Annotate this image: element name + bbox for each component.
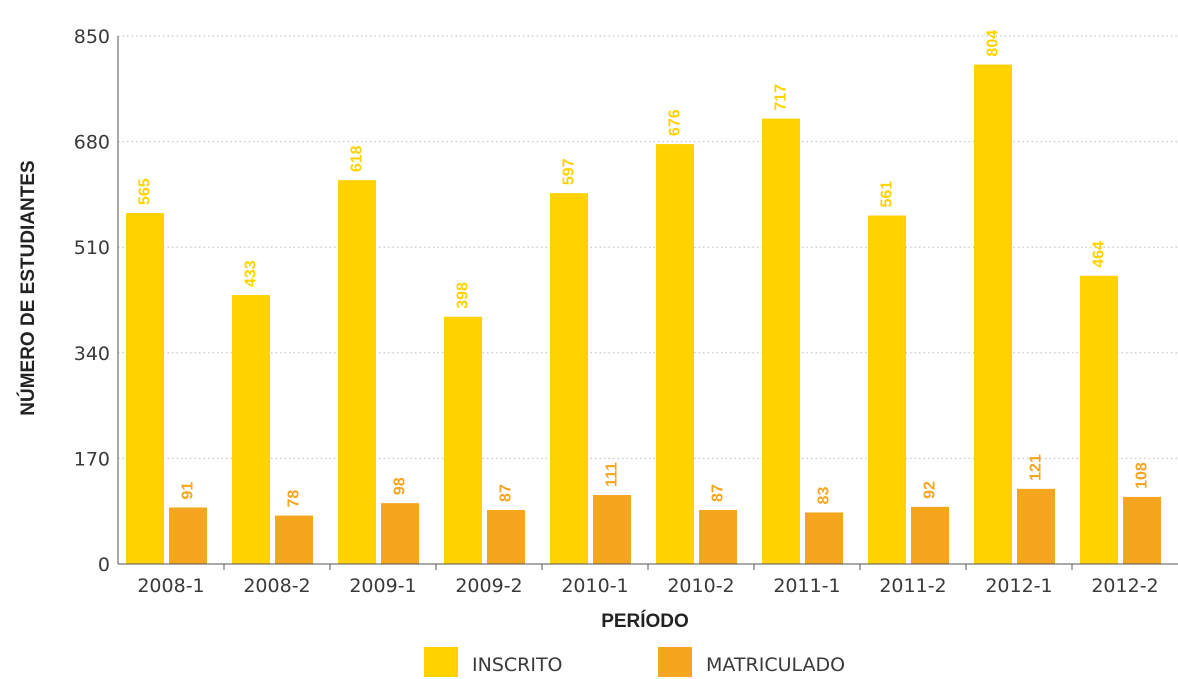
bar-matriculado-2010-2 [699, 509, 737, 564]
bar-inscrito-2012-2 [1080, 275, 1118, 564]
y-tick-label: 170 [74, 448, 110, 470]
bar-inscrito-2012-1 [974, 64, 1012, 564]
x-tick-label: 2010-1 [561, 575, 628, 597]
x-tick-label: 2009-2 [455, 575, 522, 597]
data-label: 464 [1091, 241, 1108, 268]
x-tick-label: 2012-1 [985, 575, 1052, 597]
bar-inscrito-2010-2 [656, 144, 694, 564]
bar-matriculado-2012-2 [1123, 496, 1161, 564]
bar-inscrito-2008-1 [126, 213, 164, 565]
x-tick-label: 2008-2 [243, 575, 310, 597]
data-label: 92 [922, 481, 939, 499]
data-label: 561 [879, 181, 896, 208]
data-label: 597 [561, 158, 578, 185]
bars [126, 64, 1161, 565]
legend-label-matriculado: MATRICULADO [706, 654, 845, 676]
legend-swatch-inscrito [424, 647, 458, 677]
data-label: 98 [392, 477, 409, 495]
x-tick-label: 2008-1 [137, 575, 204, 597]
bar-matriculado-2012-1 [1017, 488, 1055, 564]
data-label: 433 [243, 260, 260, 287]
bar-matriculado-2009-1 [381, 503, 419, 564]
x-tick-label: 2010-2 [667, 575, 734, 597]
bar-matriculado-2008-2 [275, 515, 313, 564]
data-label: 618 [349, 145, 366, 172]
data-label: 565 [137, 178, 154, 205]
data-label: 87 [710, 484, 727, 502]
bar-inscrito-2008-2 [232, 295, 270, 564]
legend: INSCRITO MATRICULADO [424, 647, 845, 677]
bar-inscrito-2011-2 [868, 215, 906, 564]
bar-matriculado-2010-1 [593, 495, 631, 564]
data-label: 676 [667, 109, 684, 136]
data-label: 91 [180, 482, 197, 500]
data-label: 111 [604, 462, 621, 487]
data-labels: 565 91 433 78 618 98 398 87 597 111 676 87 717 83 561 9… [137, 30, 1151, 508]
bar-matriculado-2011-1 [805, 512, 843, 564]
y-axis-title: NÚMERO DE ESTUDIANTES [17, 160, 39, 415]
bar-inscrito-2010-1 [550, 193, 588, 564]
gridlines [118, 35, 1178, 459]
bar-inscrito-2011-1 [762, 118, 800, 565]
axes: 0 170 340 510 680 850 2008-1 2008-2 2009-1 2009-2… [74, 26, 1178, 597]
data-label: 78 [286, 490, 303, 508]
data-label: 717 [773, 84, 790, 111]
data-label: 398 [455, 282, 472, 309]
bar-inscrito-2009-1 [338, 180, 376, 564]
bar-inscrito-2009-2 [444, 316, 482, 564]
data-label: 83 [816, 487, 833, 505]
data-label: 804 [985, 30, 1002, 57]
bar-matriculado-2011-2 [911, 506, 949, 564]
y-tick-label: 680 [74, 132, 110, 154]
y-tick-label: 510 [74, 237, 110, 259]
data-label: 108 [1134, 462, 1151, 489]
x-tick-label: 2009-1 [349, 575, 416, 597]
x-axis-title: PERÍODO [601, 610, 689, 632]
legend-label-inscrito: INSCRITO [472, 654, 563, 676]
x-tick-label: 2011-2 [879, 575, 946, 597]
y-tick-label: 0 [98, 554, 110, 576]
bar-matriculado-2008-1 [169, 507, 207, 564]
x-tick-label: 2012-2 [1091, 575, 1158, 597]
y-tick-label: 340 [74, 343, 110, 365]
legend-swatch-matriculado [658, 647, 692, 677]
data-label: 121 [1028, 454, 1045, 481]
bar-matriculado-2009-2 [487, 509, 525, 564]
data-label: 87 [498, 484, 515, 502]
x-tick-label: 2011-1 [773, 575, 840, 597]
y-tick-label: 850 [74, 26, 110, 48]
